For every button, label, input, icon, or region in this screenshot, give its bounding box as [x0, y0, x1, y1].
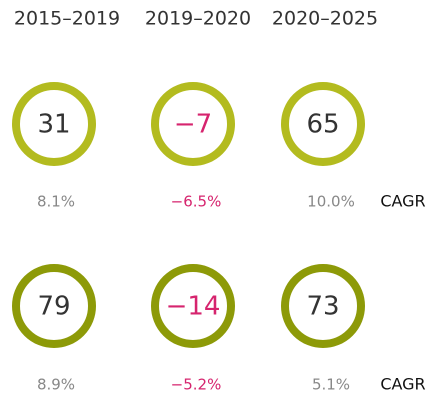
- cagr-value: 8.9%: [37, 376, 75, 394]
- cagr-label: CAGR: [380, 192, 425, 211]
- cagr-value: 10.0%: [307, 193, 355, 211]
- cagr-value: 8.1%: [37, 193, 75, 211]
- value: 73: [306, 292, 339, 322]
- cagr-value: 5.1%: [312, 376, 350, 394]
- value: −7: [174, 110, 212, 140]
- value: 31: [37, 110, 70, 140]
- period-header: 2020–2025: [272, 8, 378, 30]
- ring: [151, 82, 235, 166]
- ring: [281, 82, 365, 166]
- period-header: 2015–2019: [14, 8, 120, 30]
- period-header: 2019–2020: [145, 8, 251, 30]
- ring: [12, 82, 96, 166]
- value: 79: [37, 292, 70, 322]
- ring: [281, 264, 365, 348]
- value: −14: [166, 292, 221, 322]
- ring: [151, 264, 235, 348]
- cagr-value: −5.2%: [171, 376, 222, 394]
- cagr-label: CAGR: [380, 375, 425, 394]
- value: 65: [306, 110, 339, 140]
- ring: [12, 264, 96, 348]
- cagr-value: −6.5%: [171, 193, 222, 211]
